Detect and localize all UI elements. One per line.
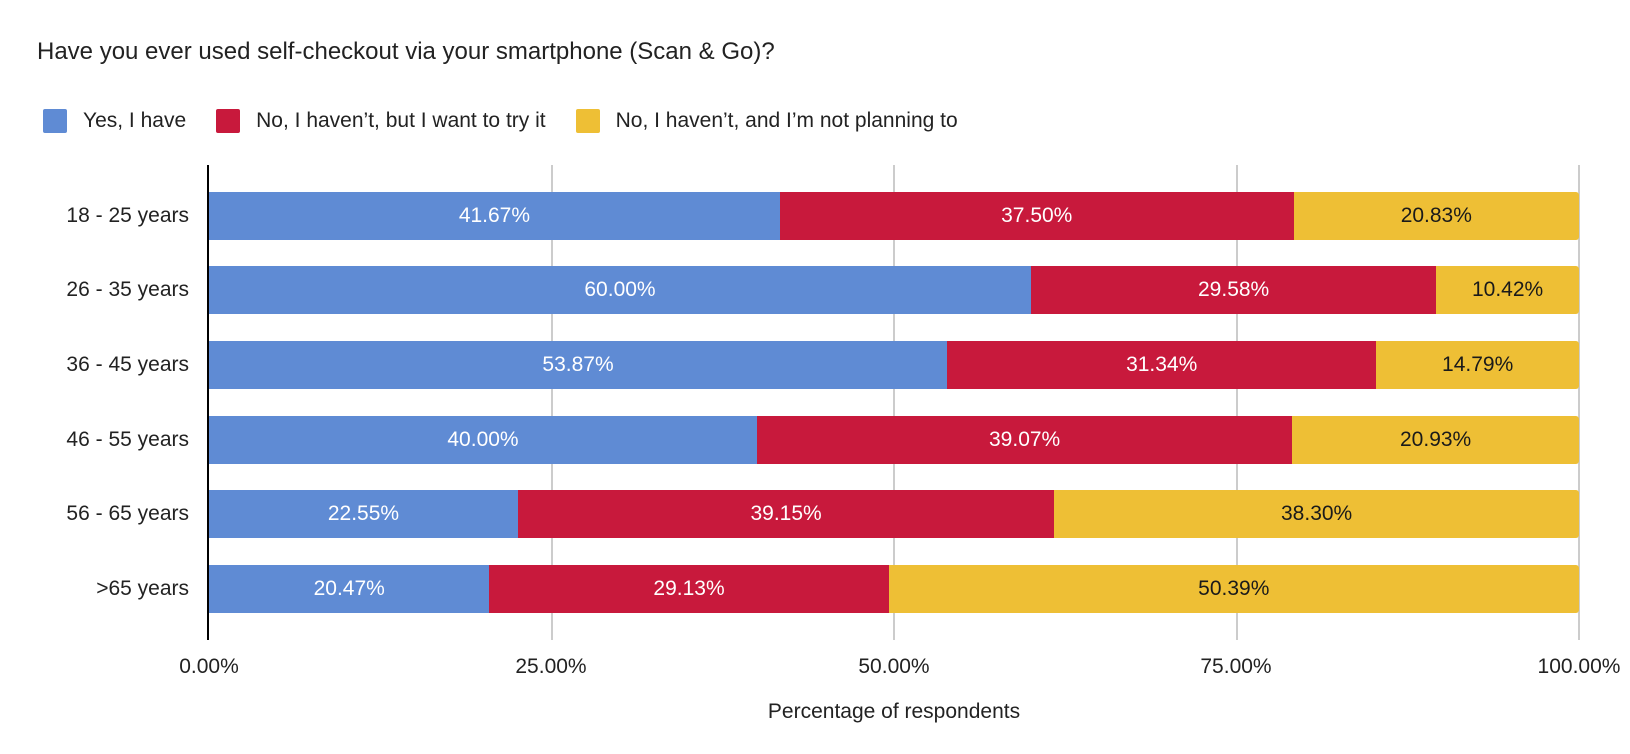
data-label: 29.13%: [653, 577, 725, 600]
bar-segment[interactable]: 22.55%: [209, 490, 518, 538]
bar-segment[interactable]: 10.42%: [1436, 266, 1579, 314]
category-label: 46 - 55 years: [66, 428, 189, 451]
bar-segment[interactable]: 20.83%: [1293, 192, 1579, 240]
gridline-50: [893, 165, 895, 640]
category-label: 56 - 65 years: [66, 502, 189, 525]
data-label: 40.00%: [447, 428, 519, 451]
data-label: 29.58%: [1198, 278, 1270, 301]
x-tick-75: 75.00%: [1200, 655, 1272, 678]
gridline-25: [551, 165, 553, 640]
legend-swatch-icon: [575, 109, 600, 133]
x-tick-0: 0.00%: [179, 655, 239, 678]
y-axis-line: [207, 165, 209, 640]
data-label: 10.42%: [1471, 278, 1544, 301]
gridline-75: [1236, 165, 1238, 640]
bar-segment[interactable]: 29.58%: [1031, 266, 1437, 314]
category-label: 36 - 45 years: [66, 353, 189, 376]
bar-row: 41.67% 37.50% 20.83%: [209, 192, 1579, 240]
data-label: 31.34%: [1126, 353, 1198, 376]
legend: Yes, I have No, I haven’t, but I want to…: [43, 106, 988, 136]
x-axis-title: Percentage of respondents: [767, 700, 1021, 723]
bar-segment[interactable]: 20.93%: [1292, 416, 1579, 464]
category-label: 18 - 25 years: [66, 204, 189, 227]
data-label: 39.07%: [989, 428, 1061, 451]
legend-swatch-icon: [216, 109, 241, 133]
chart-title: Have you ever used self-checkout via you…: [37, 38, 775, 65]
gridline-100: [1578, 165, 1580, 640]
legend-label: No, I haven’t, and I’m not planning to: [615, 109, 958, 132]
data-label: 22.55%: [327, 502, 400, 525]
data-label: 20.93%: [1400, 428, 1472, 451]
data-label: 20.83%: [1400, 204, 1472, 227]
bar-segment[interactable]: 40.00%: [209, 416, 757, 464]
data-label: 37.50%: [1001, 204, 1073, 227]
x-tick-100: 100.00%: [1537, 655, 1621, 678]
bar-segment[interactable]: 37.50%: [779, 192, 1294, 240]
legend-swatch-icon: [43, 109, 67, 133]
bar-segment[interactable]: 39.07%: [757, 416, 1293, 464]
legend-label: No, I haven’t, but I want to try it: [256, 109, 546, 132]
data-label: 41.67%: [458, 204, 531, 227]
data-label: 38.30%: [1281, 502, 1353, 525]
bar-segment[interactable]: 50.39%: [888, 565, 1579, 613]
bar-segment[interactable]: 20.47%: [209, 565, 490, 613]
bar-segment[interactable]: 60.00%: [209, 266, 1031, 314]
plot-area: 18 - 25 years 41.67% 37.50% 20.83% 26 - 35 y…: [66, 165, 1620, 678]
bar-segment[interactable]: 31.34%: [947, 341, 1377, 389]
bar-segment[interactable]: 53.87%: [209, 341, 948, 389]
data-label: 14.79%: [1442, 353, 1514, 376]
category-label: 26 - 35 years: [66, 278, 189, 301]
legend-item-want-to-try[interactable]: No, I haven’t, but I want to try it: [216, 109, 546, 133]
legend-item-not-planning[interactable]: No, I haven’t, and I’m not planning to: [575, 109, 958, 133]
data-label: 39.15%: [750, 502, 822, 525]
legend-item-yes[interactable]: Yes, I have: [43, 109, 186, 133]
bar-row: 53.87% 31.34% 14.79%: [209, 341, 1579, 389]
x-tick-25: 25.00%: [515, 655, 587, 678]
data-label: 60.00%: [584, 278, 656, 301]
bar-segment[interactable]: 29.13%: [489, 565, 889, 613]
legend-label: Yes, I have: [83, 109, 187, 132]
x-tick-50: 50.00%: [858, 655, 930, 678]
data-label: 53.87%: [542, 353, 614, 376]
bar-row: 22.55% 39.15% 38.30%: [209, 490, 1579, 538]
bar-row: 20.47% 29.13% 50.39%: [209, 565, 1579, 613]
bar-segment[interactable]: 38.30%: [1054, 490, 1579, 538]
data-label: 50.39%: [1198, 577, 1270, 600]
bar-segment[interactable]: 41.67%: [209, 192, 780, 240]
bar-row: 40.00% 39.07% 20.93%: [209, 416, 1579, 464]
bar-segment[interactable]: 39.15%: [517, 490, 1055, 538]
bar-segment[interactable]: 14.79%: [1376, 341, 1579, 389]
category-label: >65 years: [96, 577, 189, 600]
bar-row: 60.00% 29.58% 10.42%: [209, 266, 1579, 314]
data-label: 20.47%: [313, 577, 385, 600]
